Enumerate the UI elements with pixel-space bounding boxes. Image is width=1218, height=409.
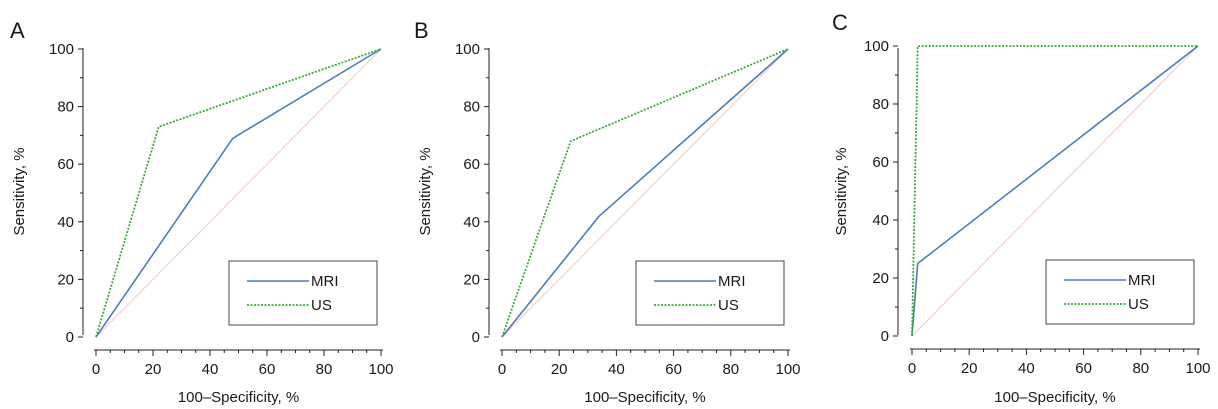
y-tick-label: 0 xyxy=(472,329,480,346)
y-tick-label: 0 xyxy=(66,329,74,346)
y-tick-label: 100 xyxy=(455,41,480,58)
y-tick-label: 20 xyxy=(872,270,889,287)
x-tick-label: 80 xyxy=(1132,360,1149,377)
y-tick-label: 100 xyxy=(49,41,74,58)
x-tick-label: 0 xyxy=(92,361,100,378)
series-line-us xyxy=(911,45,1198,337)
legend-label-mri: MRI xyxy=(718,273,746,290)
x-tick-label: 60 xyxy=(1075,360,1092,377)
legend-box xyxy=(228,260,378,326)
series-line-mri xyxy=(95,48,382,338)
x-tick-label: 60 xyxy=(259,361,276,378)
y-axis-title: Sensitivity, % xyxy=(417,147,434,235)
x-axis-title: 100–Specificity, % xyxy=(178,389,299,406)
reference-diagonal xyxy=(911,45,1199,337)
y-tick-label: 60 xyxy=(463,156,480,173)
x-tick-label: 20 xyxy=(961,360,978,377)
reference-diagonal xyxy=(501,48,789,338)
x-tick-label: 20 xyxy=(145,361,162,378)
x-tick-label: 40 xyxy=(1018,360,1035,377)
y-tick-label: 60 xyxy=(57,156,74,173)
panel-label: A xyxy=(10,18,25,43)
y-tick-label: 0 xyxy=(881,328,889,345)
legend-label-us: US xyxy=(1128,296,1149,313)
x-tick-label: 60 xyxy=(665,361,682,378)
y-tick-label: 60 xyxy=(872,154,889,171)
x-tick-label: 100 xyxy=(368,361,393,378)
x-tick-label: 0 xyxy=(908,360,916,377)
legend-label-us: US xyxy=(311,297,332,314)
y-tick-label: 40 xyxy=(872,212,889,229)
roc-panel-c: C 0 20 40 60 80 100 0 20 40 60 80 100 100–Specificity… xyxy=(832,10,1211,406)
x-tick-label: 20 xyxy=(551,361,568,378)
x-tick-label: 0 xyxy=(498,361,506,378)
legend-label-us: US xyxy=(718,297,739,314)
reference-diagonal xyxy=(95,48,382,338)
y-tick-label: 80 xyxy=(872,96,889,113)
x-tick-label: 100 xyxy=(1185,360,1210,377)
y-tick-label: 20 xyxy=(463,271,480,288)
series-line-mri xyxy=(501,48,789,338)
y-tick-label: 40 xyxy=(57,214,74,231)
x-axis-title: 100–Specificity, % xyxy=(584,389,705,406)
x-axis-title: 100–Specificity, % xyxy=(994,389,1115,406)
legend-label-mri: MRI xyxy=(311,273,339,290)
series-line-us xyxy=(95,48,382,338)
y-tick-label: 80 xyxy=(57,99,74,116)
x-tick-label: 40 xyxy=(202,361,219,378)
y-tick-label: 20 xyxy=(57,271,74,288)
roc-panel-b: B 0 20 40 60 80 100 0 20 40 60 80 100 100–Specificity… xyxy=(414,18,801,406)
y-axis-title: Sensitivity, % xyxy=(833,147,850,235)
x-tick-label: 80 xyxy=(316,361,333,378)
panel-label: B xyxy=(414,18,429,43)
y-axis-title: Sensitivity, % xyxy=(11,147,28,235)
series-line-us xyxy=(501,48,789,338)
legend-label-mri: MRI xyxy=(1128,272,1156,289)
y-tick-label: 40 xyxy=(463,214,480,231)
panel-label: C xyxy=(832,10,848,35)
roc-panel-a: A 0 20 40 60 80 100 0 20 40 60 80 100 100–Specificity… xyxy=(10,18,394,406)
x-tick-label: 100 xyxy=(775,361,800,378)
y-tick-label: 100 xyxy=(864,38,889,55)
x-tick-label: 40 xyxy=(608,361,625,378)
x-tick-label: 80 xyxy=(722,361,739,378)
y-tick-label: 80 xyxy=(463,99,480,116)
legend-box xyxy=(635,260,785,326)
legend-box xyxy=(1045,259,1195,325)
series-line-mri xyxy=(911,45,1199,337)
